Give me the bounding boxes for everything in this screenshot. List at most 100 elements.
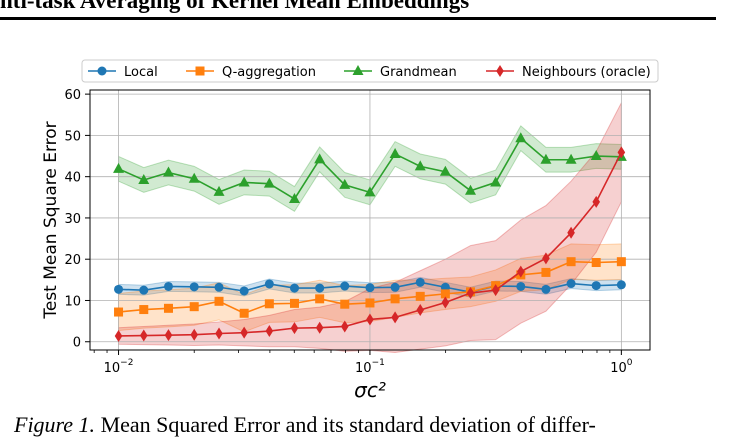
x-tick-label: 10−1 xyxy=(355,358,385,376)
data-point xyxy=(414,160,426,171)
legend: Local Q-aggregation Grandmean Neighbours (o… xyxy=(81,59,659,83)
data-point xyxy=(113,162,125,173)
data-point xyxy=(415,291,425,301)
y-tick-label: 60 xyxy=(64,88,81,103)
data-point xyxy=(566,257,576,267)
legend-label: Neighbours (oracle) xyxy=(522,65,651,80)
data-point xyxy=(139,329,148,342)
data-point xyxy=(264,279,274,289)
data-point xyxy=(466,287,475,300)
axis-ticks: 0 10 20 30 40 50 60 10−2 10−1 100 xyxy=(64,88,632,376)
data-point xyxy=(390,282,400,292)
figure-caption: Figure 1. Mean Squared Error and its sta… xyxy=(14,412,596,438)
data-point xyxy=(288,192,300,203)
y-axis-label: Test Mean Square Error xyxy=(41,121,61,319)
data-point xyxy=(515,132,527,143)
data-point xyxy=(189,302,199,312)
data-point xyxy=(195,66,205,76)
y-tick-label: 50 xyxy=(64,129,81,144)
data-point xyxy=(289,298,299,308)
data-point xyxy=(590,150,602,161)
data-point xyxy=(415,277,425,287)
data-point xyxy=(616,280,626,290)
data-point xyxy=(340,299,350,309)
data-point xyxy=(163,281,173,291)
x-tick-label: 10−2 xyxy=(104,358,134,376)
data-point xyxy=(516,265,525,278)
data-point xyxy=(541,267,551,277)
data-point xyxy=(139,305,149,315)
legend-label: Grandmean xyxy=(380,65,457,80)
data-point xyxy=(542,252,550,265)
data-point xyxy=(541,284,551,294)
data-point xyxy=(352,65,364,75)
data-point xyxy=(162,166,174,177)
data-point xyxy=(389,147,401,158)
data-point xyxy=(565,153,577,164)
data-point xyxy=(365,298,375,308)
y-tick-label: 40 xyxy=(64,171,81,186)
header-rule xyxy=(0,17,716,20)
data-point xyxy=(490,176,502,187)
mse-chart: 0 10 20 30 40 50 60 10−2 10−1 100 Test Mean Squar… xyxy=(41,59,659,402)
data-point xyxy=(265,325,274,338)
data-point xyxy=(315,283,325,293)
data-point xyxy=(315,294,325,304)
data-point xyxy=(496,65,504,77)
data-point xyxy=(540,153,552,164)
caption-text: Mean Squared Error and its standard devi… xyxy=(100,412,596,437)
data-point xyxy=(138,173,150,184)
data-point xyxy=(617,146,626,159)
data-point xyxy=(566,279,576,289)
data-point xyxy=(238,176,250,187)
data-point xyxy=(188,172,200,183)
caption-label: Figure 1. xyxy=(14,412,96,437)
data-point xyxy=(314,153,326,164)
data-point xyxy=(289,283,299,293)
data-point xyxy=(163,303,173,313)
y-tick-label: 0 xyxy=(73,336,81,351)
series-lines xyxy=(113,132,627,342)
data-point xyxy=(239,286,249,296)
data-point xyxy=(491,284,500,297)
data-point xyxy=(616,257,626,267)
data-point xyxy=(264,299,274,309)
data-point xyxy=(439,165,451,176)
data-point xyxy=(364,186,376,197)
data-point xyxy=(164,329,173,342)
data-point xyxy=(114,307,124,317)
x-axis-label: σc² xyxy=(354,378,386,402)
legend-label: Q-aggregation xyxy=(222,65,316,80)
data-point xyxy=(516,281,526,291)
data-point xyxy=(366,313,374,326)
x-tick-label: 100 xyxy=(610,358,633,376)
data-point xyxy=(97,66,107,76)
data-point xyxy=(213,185,225,196)
data-point xyxy=(114,284,124,294)
data-point xyxy=(290,322,299,335)
data-point xyxy=(189,282,199,292)
data-point xyxy=(240,326,248,339)
y-tick-label: 30 xyxy=(64,212,81,227)
data-point xyxy=(567,226,575,239)
y-tick-label: 20 xyxy=(64,253,81,268)
data-point xyxy=(591,281,601,291)
data-point xyxy=(190,328,199,341)
data-point xyxy=(214,296,224,306)
data-point xyxy=(340,320,349,333)
data-point xyxy=(465,184,477,195)
data-point xyxy=(239,308,249,318)
data-point xyxy=(440,289,450,299)
legend-label: Local xyxy=(124,65,158,80)
data-point xyxy=(315,321,324,334)
data-point xyxy=(339,178,351,189)
y-tick-label: 10 xyxy=(64,294,81,309)
page-header-title: nti-task Averaging of Kernel Mean Embedd… xyxy=(0,0,470,13)
data-point xyxy=(591,258,601,268)
data-point xyxy=(263,177,275,188)
data-point xyxy=(340,281,350,291)
data-point xyxy=(592,195,601,208)
data-point xyxy=(390,294,400,304)
data-point xyxy=(391,311,399,324)
data-point xyxy=(365,283,375,293)
